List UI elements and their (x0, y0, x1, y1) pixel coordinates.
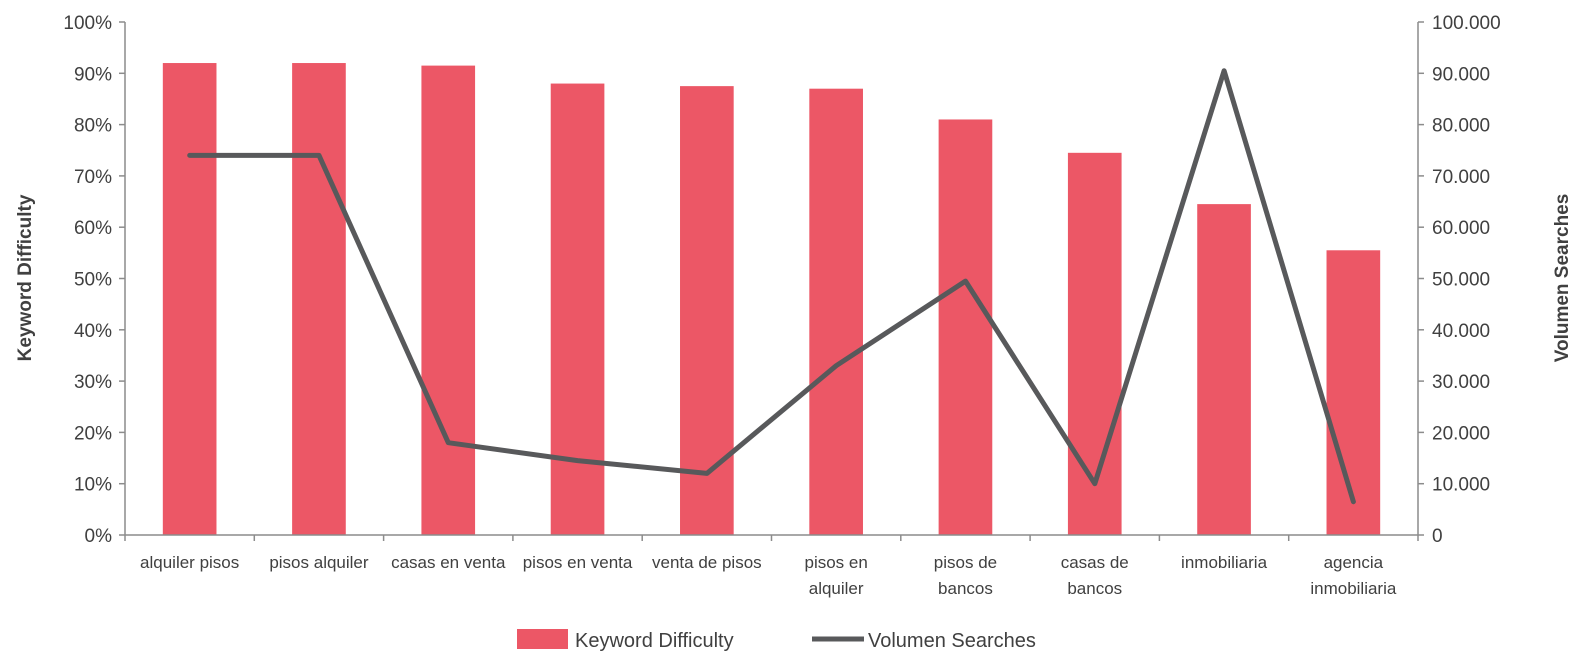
line-volumen-searches (187, 68, 1356, 505)
category-label: alquiler pisos (140, 553, 239, 572)
right-tick-label: 0 (1432, 526, 1443, 547)
category-labels: alquiler pisos pisos alquiler casas en ven… (140, 553, 1397, 598)
right-tick-label: 80.000 (1432, 116, 1490, 137)
bar-keyword-difficulty (1067, 152, 1122, 535)
left-tick-label: 0% (85, 526, 113, 547)
right-tick-label: 90.000 (1432, 64, 1490, 85)
right-tick-label: 50.000 (1432, 270, 1490, 291)
category-label: venta de pisos (652, 553, 762, 572)
bar-keyword-difficulty (162, 63, 217, 535)
bar-keyword-difficulty (550, 83, 605, 535)
legend-label-volumen-searches: Volumen Searches (868, 630, 1036, 652)
bar-keyword-difficulty (292, 63, 346, 535)
right-tick-label: 60.000 (1432, 218, 1490, 239)
left-tick-label: 30% (74, 372, 112, 393)
left-tick-label: 10% (74, 475, 112, 496)
right-axis-title: Volumen Searches (1552, 194, 1573, 363)
left-tick-label: 40% (74, 321, 112, 342)
left-axis-title: Keyword Difficulty (15, 194, 36, 361)
right-tick-label: 70.000 (1432, 167, 1490, 188)
bar-keyword-difficulty (421, 65, 476, 535)
left-tick-label: 100% (63, 13, 112, 34)
category-label: pisos en (804, 553, 867, 572)
left-tick-label: 70% (74, 167, 112, 188)
right-tick-label: 10.000 (1432, 475, 1490, 496)
left-tick-labels: 0% 10% 20% 30% 40% 50% 60% 70% 80% 90% 100% (63, 13, 112, 547)
right-tick-label: 30.000 (1432, 372, 1490, 393)
category-label: inmobiliaria (1310, 579, 1397, 598)
right-tick-label: 20.000 (1432, 423, 1490, 444)
category-label: pisos en venta (523, 553, 633, 572)
bar-keyword-difficulty (1326, 250, 1381, 535)
category-label: pisos de (934, 553, 997, 572)
left-tick-label: 50% (74, 270, 112, 291)
right-tick-label: 100.000 (1432, 13, 1501, 34)
right-tick-labels: 0 10.000 20.000 30.000 40.000 50.000 60.000 70.… (1432, 13, 1501, 547)
category-label: bancos (938, 579, 993, 598)
line-series (187, 68, 1356, 505)
legend: Keyword Difficulty Volumen Searches (517, 629, 1036, 652)
axes (119, 21, 1424, 541)
left-tick-label: 20% (74, 423, 112, 444)
legend-swatch-keyword-difficulty (517, 629, 568, 649)
category-label: casas de (1061, 553, 1129, 572)
category-label: alquiler (809, 579, 864, 598)
category-label: bancos (1067, 579, 1122, 598)
left-tick-label: 90% (74, 64, 112, 85)
bar-series (162, 63, 1381, 536)
left-tick-label: 80% (74, 116, 112, 137)
category-label: pisos alquiler (269, 553, 369, 572)
left-tick-label: 60% (74, 218, 112, 239)
category-label: casas en venta (391, 553, 506, 572)
category-label: agencia (1324, 553, 1384, 572)
bar-keyword-difficulty (809, 88, 863, 535)
legend-label-keyword-difficulty: Keyword Difficulty (575, 630, 734, 652)
bar-keyword-difficulty (938, 119, 993, 535)
right-tick-label: 40.000 (1432, 321, 1490, 342)
bar-keyword-difficulty (680, 86, 734, 535)
bar-keyword-difficulty (1197, 204, 1251, 536)
category-label: inmobiliaria (1181, 553, 1268, 572)
